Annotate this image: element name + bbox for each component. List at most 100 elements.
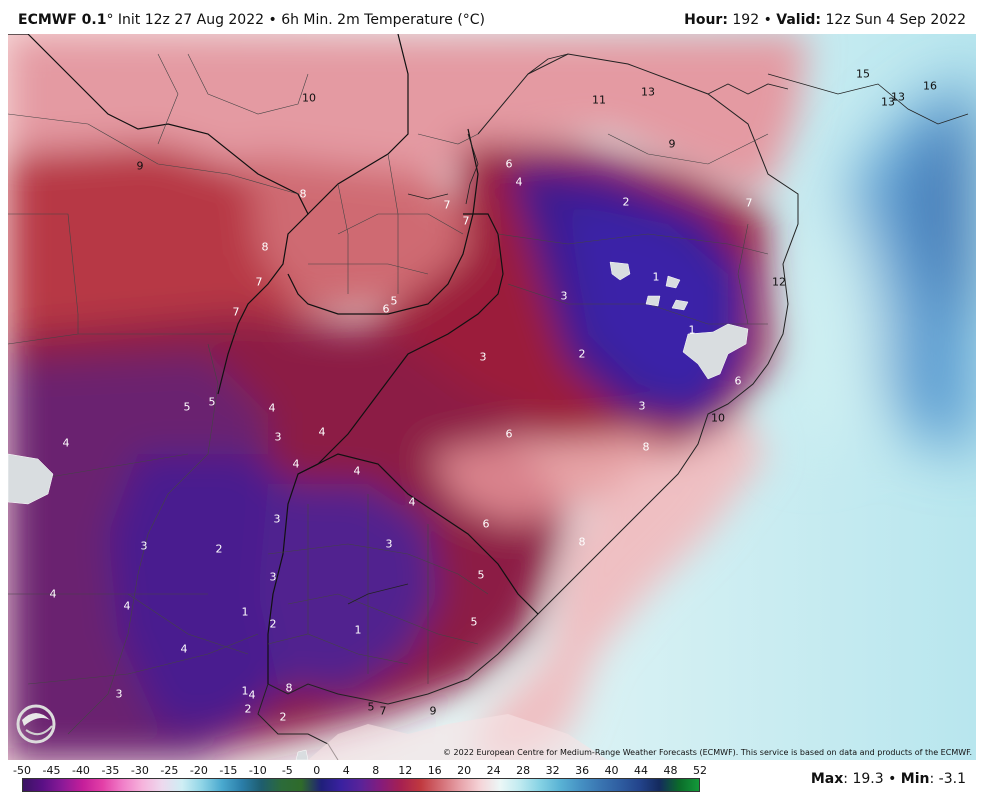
valid-value: 12z Sun 4 Sep 2022 [825, 12, 966, 28]
colorbar-tick-label: 36 [575, 764, 590, 777]
map-value-label: 10 [302, 91, 316, 105]
colorbar-tick-label: 20 [457, 764, 472, 777]
colorbar-tick-label: -5 [281, 764, 293, 777]
field-name: 6h Min. 2m Temperature [281, 12, 453, 28]
max-label: Max [810, 771, 844, 787]
map-value-label: 3 [479, 350, 487, 364]
map-value-label: 7 [443, 198, 451, 212]
stats-separator: • [888, 771, 897, 787]
min-value: -3.1 [938, 771, 966, 787]
map-header: ECMWF 0.1° Init 12z 27 Aug 2022 • 6h Min… [0, 0, 984, 34]
colorbar-tick-label: -35 [101, 764, 120, 777]
map-value-label: 7 [462, 214, 470, 228]
colorbar-tick-label: 44 [634, 764, 649, 777]
map-value-label: 4 [515, 175, 523, 189]
colorbar [22, 778, 700, 792]
colorbar-tick-label: 12 [398, 764, 413, 777]
colorbar-tick-label: 40 [604, 764, 619, 777]
field-units: (°C) [457, 12, 486, 28]
map-value-label: 16 [923, 79, 937, 93]
hour-value: 192 [732, 12, 760, 28]
title-separator: • [268, 12, 277, 28]
map-value-label: 4 [62, 436, 70, 450]
map-value-label: 8 [285, 681, 293, 695]
map-value-label: 7 [232, 305, 240, 319]
colorbar-tick-label: -40 [71, 764, 90, 777]
coastline [257, 53, 799, 760]
map-value-label: 1 [354, 623, 362, 637]
map-value-label: 2 [578, 347, 586, 361]
map-value-label: 4 [318, 425, 326, 439]
map-value-label: 10 [711, 411, 725, 425]
map-value-label: 4 [268, 401, 276, 415]
colorbar-tick-label: 16 [427, 764, 442, 777]
init-time: Init 12z 27 Aug 2022 [117, 12, 265, 28]
map-value-label: 3 [385, 537, 393, 551]
map-value-label: 2 [244, 702, 252, 716]
colorbar-tick-label: 28 [516, 764, 531, 777]
colorbar-tick-label: 8 [372, 764, 380, 777]
map-value-label: 5 [390, 294, 398, 308]
map-value-label: 13 [881, 95, 895, 109]
rivers [347, 133, 479, 605]
map-value-label: 1 [241, 605, 249, 619]
map-value-label: 3 [115, 687, 123, 701]
map-value-label: 2 [622, 195, 630, 209]
copyright-notice: © 2022 European Centre for Medium-Range … [443, 748, 972, 757]
max-min-stats: Max: 19.3 • Min: -3.1 [810, 771, 966, 787]
map-value-label: 13 [641, 85, 655, 99]
ocean-cold-shading [778, 74, 976, 454]
valid-separator: • [763, 12, 772, 28]
map-value-label: 3 [274, 430, 282, 444]
colorbar-tick-label: 32 [545, 764, 560, 777]
map-value-label: 9 [136, 159, 144, 173]
weatherbell-logo-icon [16, 704, 56, 744]
colorbar-tick-label: -50 [13, 764, 31, 777]
map-value-label: 3 [140, 539, 148, 553]
map-value-label: 1 [241, 684, 249, 698]
colorbar-tick-label: -10 [248, 764, 267, 777]
map-value-label: 4 [248, 688, 256, 702]
map-value-label: 6 [505, 157, 513, 171]
map-value-label: 4 [123, 599, 131, 613]
colorbar-tick-labels: -50 -45 -40 -35 -30 -25 -20 -15 -10 -5 0 4 8 12 16 20 24… [0, 764, 984, 778]
map-value-label: 6 [505, 427, 513, 441]
map-value-label: 15 [856, 67, 870, 81]
map-value-label: 7 [745, 196, 753, 210]
map-value-label: 1 [688, 323, 696, 337]
colorbar-tick-label: 52 [693, 764, 707, 777]
map-canvas [8, 34, 976, 760]
map-value-label: 9 [429, 704, 437, 718]
colorbar-tick-label: -20 [189, 764, 208, 777]
map-title: ECMWF 0.1° Init 12z 27 Aug 2022 • 6h Min… [18, 12, 485, 28]
valid-label: Valid: [776, 12, 822, 28]
map-value-label: 2 [269, 617, 277, 631]
map-value-label: 4 [180, 642, 188, 656]
map-value-label: 8 [299, 187, 307, 201]
map-value-label: 7 [379, 704, 387, 718]
map-value-label: 5 [208, 395, 216, 409]
map-value-label: 3 [269, 570, 277, 584]
colorbar-tick-label: 4 [342, 764, 350, 777]
map-value-label: 9 [668, 137, 676, 151]
hour-label: Hour: [684, 12, 728, 28]
map-value-label: 11 [592, 93, 606, 107]
map-value-label: 2 [215, 542, 223, 556]
valid-time: Hour: 192 • Valid: 12z Sun 4 Sep 2022 [684, 12, 966, 28]
map-value-label: 6 [482, 517, 490, 531]
map-value-label: 13 [891, 90, 905, 104]
map-value-label: 3 [638, 399, 646, 413]
min-label: Min [900, 771, 930, 787]
map-value-label: 5 [470, 615, 478, 629]
white-patches [8, 261, 749, 760]
colorbar-tick-label: 24 [486, 764, 501, 777]
colorbar-tick-label: 48 [663, 764, 678, 777]
map-value-label: 6 [734, 374, 742, 388]
temperature-map: 10 11 13 15 16 13 13 9 9 6 4 7 8 7 7 2 8 7 1 12 7 5 6 3 1 3 2 6 5 5 4 3… [8, 34, 976, 760]
colorbar-tick-label: -30 [130, 764, 149, 777]
map-value-label: 8 [261, 240, 269, 254]
map-value-label: 8 [578, 535, 586, 549]
map-value-label: 4 [49, 587, 57, 601]
map-value-label: 5 [477, 568, 485, 582]
colorbar-tick-label: -25 [160, 764, 179, 777]
